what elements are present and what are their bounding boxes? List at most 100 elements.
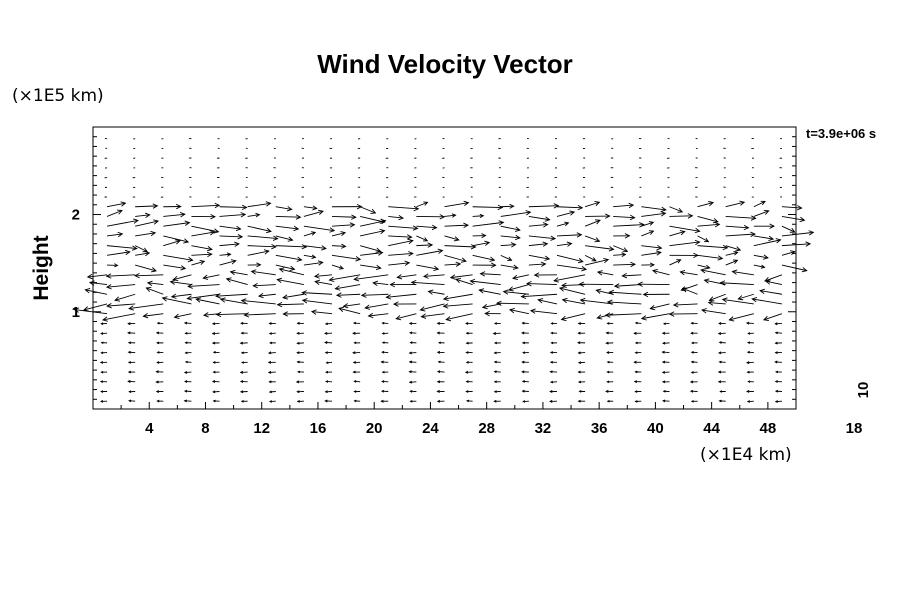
wind-vector: [450, 274, 473, 279]
wind-vector-head: [633, 331, 637, 335]
wind-vector-head: [763, 209, 770, 215]
wind-vector-head: [235, 225, 242, 232]
wind-vector-head: [655, 250, 662, 256]
wind-vector: [725, 259, 738, 266]
wind-vector-head: [296, 321, 300, 325]
wind-vector: [622, 274, 642, 277]
wind-vector: [528, 205, 559, 208]
wind-vector: [275, 225, 299, 230]
wind-vector: [396, 313, 417, 320]
wind-vector: [230, 271, 248, 276]
wind-vector-head: [550, 341, 554, 345]
wind-vector-head: [745, 321, 750, 325]
wind-vector-head: [370, 208, 377, 214]
wind-vector-head: [433, 265, 440, 272]
wind-vector-head: [622, 247, 629, 253]
wind-vector: [416, 235, 428, 242]
wind-vector: [423, 274, 445, 277]
wind-vector: [187, 293, 220, 300]
wind-vector-head: [184, 360, 188, 364]
wind-vector-head: [186, 295, 193, 301]
wind-vector: [74, 309, 108, 315]
x-tick-label: 8: [201, 420, 209, 437]
wind-vector-head: [690, 331, 694, 335]
wind-vector-head: [202, 312, 209, 318]
wind-vector-head: [689, 380, 694, 384]
wind-vector-head: [438, 341, 441, 345]
wind-vector: [472, 206, 503, 208]
wind-vector-head: [690, 360, 694, 364]
wind-vector-head: [272, 235, 279, 241]
wind-vector-head: [751, 296, 758, 303]
wind-vector-head: [465, 321, 469, 325]
wind-vector: [500, 264, 518, 269]
wind-vector-head: [679, 230, 686, 236]
wind-vector-head: [180, 265, 187, 271]
wind-vector: [107, 245, 137, 249]
x-tick-label: 32: [535, 420, 552, 437]
wind-vector-head: [395, 315, 402, 321]
wind-vector-head: [774, 400, 778, 403]
wind-vector: [500, 205, 514, 208]
wind-vector-head: [276, 277, 283, 283]
wind-vector-head: [240, 212, 247, 218]
wind-vector-head: [449, 274, 456, 280]
wind-vector-head: [577, 380, 582, 384]
wind-vector-head: [86, 273, 93, 280]
wind-vector: [174, 313, 192, 318]
wind-vector-head: [436, 380, 441, 384]
wind-vector-head: [324, 399, 328, 403]
wind-vector: [315, 281, 333, 285]
wind-vector-head: [105, 273, 112, 279]
wind-vector: [420, 303, 445, 311]
wind-vector: [331, 264, 344, 269]
wind-vector-head: [769, 223, 775, 229]
wind-vector-head: [408, 360, 413, 364]
wind-vector: [247, 245, 276, 248]
wind-vector-head: [256, 262, 262, 268]
wind-vector-head: [520, 293, 527, 300]
wind-vector-head: [577, 204, 584, 211]
wind-vector-head: [423, 237, 429, 242]
wind-vector: [311, 311, 333, 315]
wind-vector-head: [642, 291, 649, 298]
wind-vector-head: [381, 350, 385, 354]
wind-vector-head: [212, 370, 216, 374]
wind-vector-head: [621, 252, 627, 258]
wind-vector: [303, 245, 326, 249]
wind-vector-head: [731, 269, 738, 275]
wind-vector-head: [156, 321, 160, 325]
wind-vector-head: [100, 322, 104, 325]
wind-vector-head: [296, 331, 300, 335]
wind-vector: [343, 303, 361, 307]
wind-vector-head: [774, 351, 778, 355]
wind-vector: [216, 293, 248, 297]
wind-vector-head: [578, 281, 585, 287]
wind-vector: [720, 282, 754, 285]
plot-frame: [92, 126, 797, 410]
wind-vector: [613, 216, 635, 219]
wind-vector-head: [295, 380, 300, 384]
wind-vector-head: [687, 213, 694, 219]
wind-vector-head: [268, 390, 272, 394]
wind-vector: [561, 313, 586, 320]
wind-vector-head: [124, 249, 131, 256]
wind-vector-head: [768, 235, 775, 242]
wind-vector-head: [295, 214, 302, 220]
wind-vector: [781, 251, 795, 256]
wind-vector: [753, 210, 769, 217]
wind-vector-head: [722, 244, 729, 251]
wind-vector-head: [436, 370, 441, 374]
wind-vector-head: [566, 241, 573, 247]
wind-vector-head: [648, 221, 655, 226]
wind-vector: [107, 233, 123, 237]
wind-vector: [584, 219, 601, 227]
wind-vector: [669, 241, 700, 247]
wind-vector-head: [145, 286, 152, 292]
wind-vector-head: [268, 322, 272, 325]
wind-vector-head: [313, 273, 320, 279]
reference-vector-value: 10: [855, 382, 872, 399]
wind-vector-head: [352, 360, 356, 364]
wind-vector-head: [469, 278, 476, 285]
